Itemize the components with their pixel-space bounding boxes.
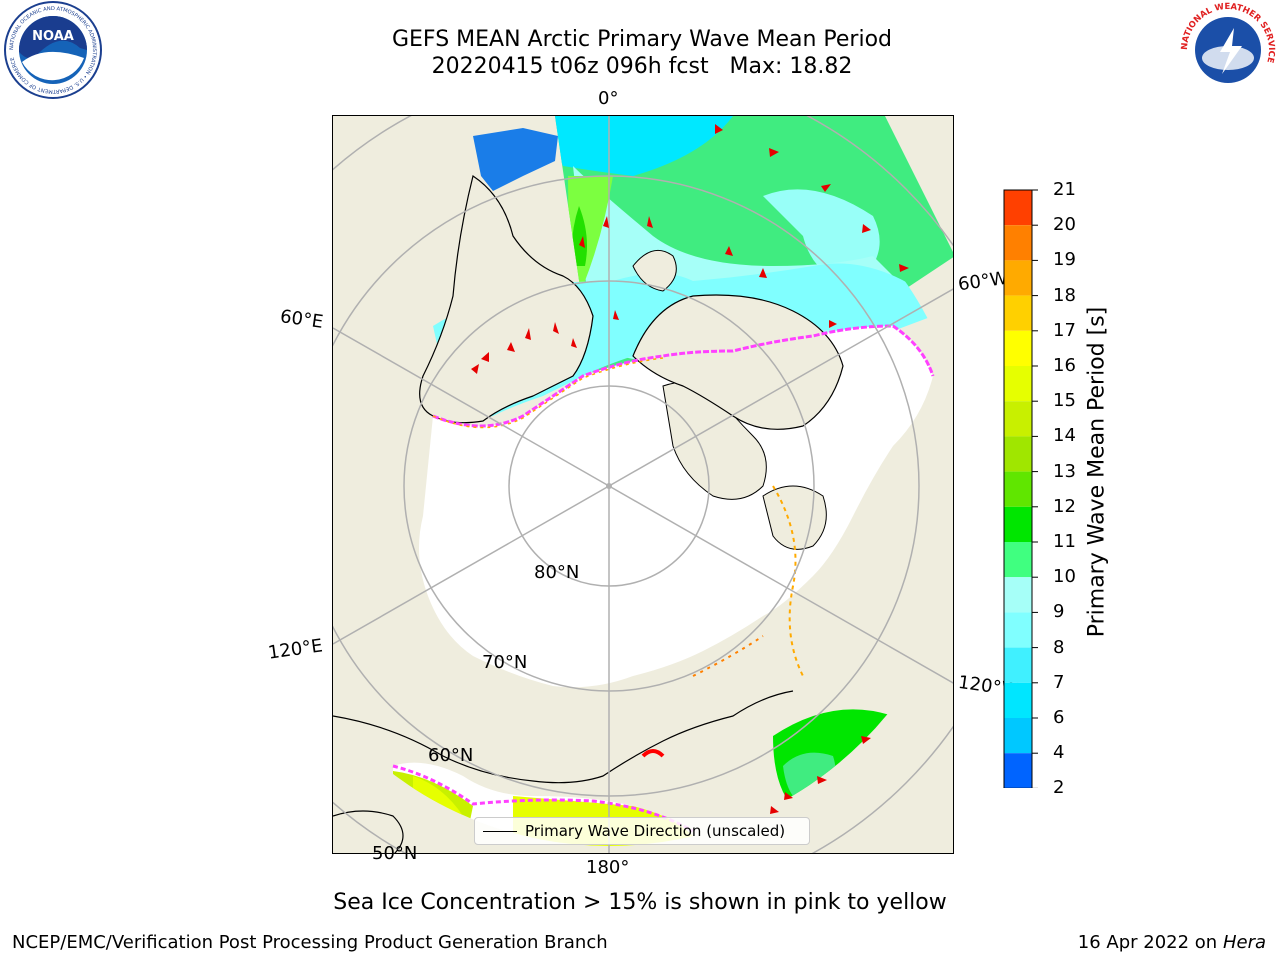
colorbar-label: Primary Wave Mean Period [s] [1084,306,1110,638]
colorbar-segment [1004,295,1032,331]
sea-ice-caption: Sea Ice Concentration > 15% is shown in … [333,890,947,915]
colorbar-tick-label: 11 [1053,531,1076,552]
nws-logo: NATIONAL WEATHER SERVICE [1180,2,1276,98]
colorbar-segment [1004,401,1032,437]
lon-label-0: 0° [598,88,619,109]
wave-direction-arrows [471,124,909,814]
lat-label-50n: 50°N [372,843,418,864]
lon-label-180: 180° [586,857,630,878]
colorbar-tick-label: 20 [1053,214,1076,236]
colorbar-segment [1004,577,1032,613]
map-panel [332,115,954,854]
colorbar-tick-label: 13 [1053,460,1076,482]
legend-line-swatch [483,831,517,832]
legend-label: Primary Wave Direction (unscaled) [525,822,786,840]
colorbar-segment [1004,612,1032,648]
colorbar-tick-label: 2 [1053,777,1065,799]
polar-map [333,116,953,853]
lat-label-60n: 60°N [428,745,474,766]
colorbar-segment [1004,260,1032,296]
colorbar-segment [1004,330,1032,366]
colorbar-tick-label: 10 [1053,566,1076,588]
lon-label-60e: 60°E [278,306,325,333]
colorbar [1003,189,1038,788]
colorbar-tick-label: 4 [1053,742,1065,764]
colorbar-tick-label: 18 [1053,284,1076,306]
colorbar-frame [1003,189,1033,788]
colorbar-segment [1004,436,1032,472]
scandinavia [419,175,594,424]
footer-date: 16 Apr 2022 on Hera [1078,932,1266,953]
greenland [632,294,844,430]
colorbar-segment [1004,753,1032,788]
colorbar-segment [1004,542,1032,578]
lon-label-120e: 120°E [266,635,324,664]
colorbar-segment [1004,225,1032,261]
colorbar-tick-label: 14 [1053,425,1076,447]
colorbar-tick-label: 21 [1053,179,1076,200]
baltic-wave-field [473,128,558,191]
footer-date-text: 16 Apr 2022 on [1077,932,1223,953]
colorbar-tick-label: 15 [1053,390,1076,412]
colorbar-segment [1004,366,1032,402]
colorbar-tick-label: 8 [1053,636,1065,658]
map-subtitle: 20220415 t06z 096h fcst Max: 18.82 [431,54,853,79]
svg-text:NOAA: NOAA [32,29,74,44]
colorbar-segment [1004,647,1032,683]
footer-credit: NCEP/EMC/Verification Post Processing Pr… [12,932,608,953]
noaa-logo: NATIONAL OCEANIC AND ATMOSPHERIC ADMINIS… [4,1,102,99]
map-legend: Primary Wave Direction (unscaled) [474,817,810,845]
lat-label-80n: 80°N [534,562,580,583]
colorbar-segment [1004,506,1032,542]
colorbar-tick-label: 7 [1053,671,1065,693]
colorbar-tick-label: 17 [1053,319,1076,341]
colorbar-tick-label: 9 [1053,601,1065,623]
colorbar-tick-label: 12 [1053,495,1076,517]
graticule [333,116,953,853]
colorbar-segment [1004,718,1032,754]
colorbar-segment [1004,190,1032,226]
footer-machine: Hera [1222,932,1266,953]
colorbar-tick-label: 6 [1053,707,1065,728]
colorbar-tick-label: 16 [1053,355,1076,376]
colorbar-segment [1004,682,1032,718]
colorbar-segment [1004,471,1032,507]
colorbar-tick-label: 19 [1053,249,1076,271]
lat-label-70n: 70°N [482,652,528,673]
map-title: GEFS MEAN Arctic Primary Wave Mean Perio… [391,27,892,52]
